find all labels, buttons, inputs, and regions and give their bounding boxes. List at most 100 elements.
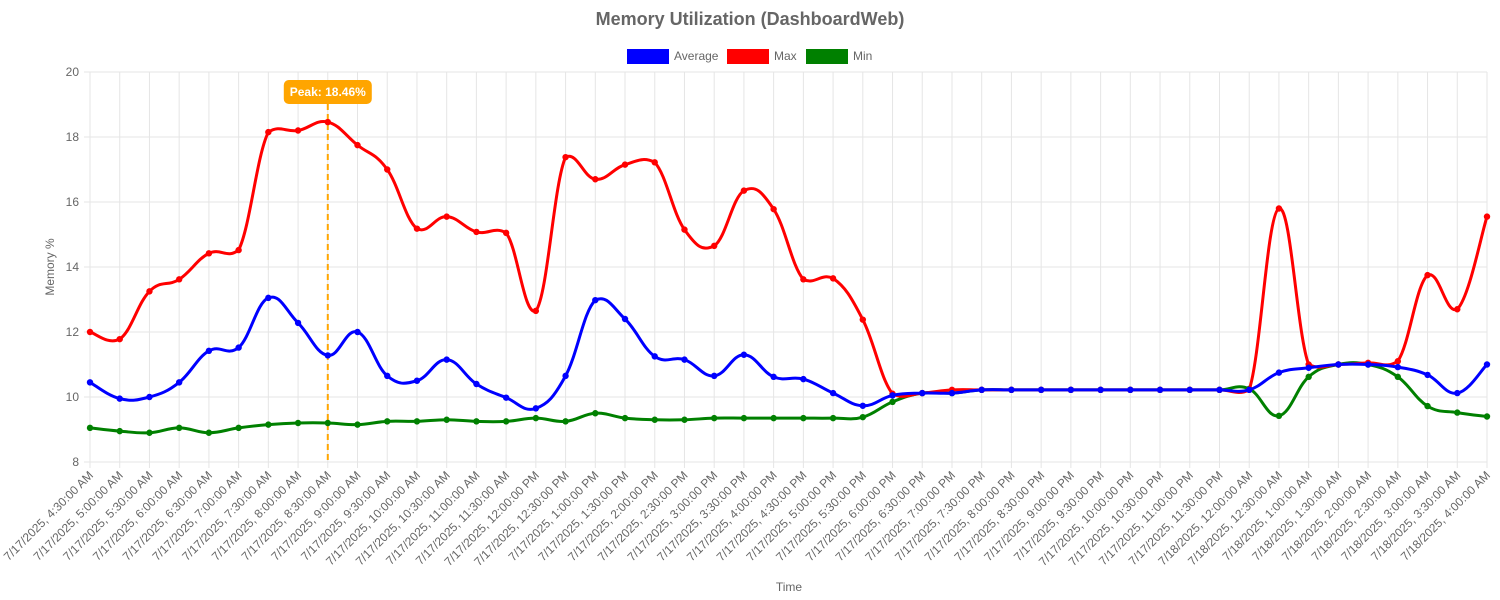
data-point-max[interactable] xyxy=(1394,358,1402,365)
data-point-min[interactable] xyxy=(294,419,302,427)
data-point-average[interactable] xyxy=(978,386,985,394)
data-point-average[interactable] xyxy=(710,372,718,380)
legend-item-average[interactable]: Average xyxy=(627,49,719,64)
data-point-max[interactable] xyxy=(740,187,748,194)
data-point-max[interactable] xyxy=(86,328,94,336)
data-point-min[interactable] xyxy=(502,418,510,425)
data-point-max[interactable] xyxy=(384,166,391,173)
data-point-max[interactable] xyxy=(146,288,153,295)
data-point-average[interactable] xyxy=(1275,369,1283,376)
legend[interactable]: Average Max Min xyxy=(627,49,872,64)
data-point-min[interactable] xyxy=(1424,402,1431,410)
data-point-average[interactable] xyxy=(235,344,242,351)
data-point-min[interactable] xyxy=(324,419,331,427)
data-point-average[interactable] xyxy=(354,328,361,336)
data-point-average[interactable] xyxy=(1483,361,1491,368)
data-point-average[interactable] xyxy=(1097,386,1104,394)
data-point-max[interactable] xyxy=(532,307,540,315)
data-point-max[interactable] xyxy=(621,161,629,168)
data-point-min[interactable] xyxy=(146,429,153,436)
data-point-min[interactable] xyxy=(770,414,777,422)
data-point-average[interactable] xyxy=(1394,363,1402,371)
data-point-max[interactable] xyxy=(710,242,718,250)
data-point-min[interactable] xyxy=(86,424,94,432)
data-point-max[interactable] xyxy=(1424,271,1431,279)
data-point-max[interactable] xyxy=(294,127,302,134)
data-point-max[interactable] xyxy=(324,118,331,126)
data-point-max[interactable] xyxy=(265,128,272,136)
data-point-average[interactable] xyxy=(592,296,599,304)
data-point-min[interactable] xyxy=(354,421,361,428)
data-point-max[interactable] xyxy=(443,213,450,220)
data-point-min[interactable] xyxy=(710,414,718,422)
data-point-min[interactable] xyxy=(651,416,658,423)
data-point-min[interactable] xyxy=(740,414,748,422)
data-point-max[interactable] xyxy=(651,159,658,166)
data-point-min[interactable] xyxy=(621,414,629,422)
data-point-average[interactable] xyxy=(384,372,391,380)
data-point-min[interactable] xyxy=(1483,413,1491,420)
data-point-max[interactable] xyxy=(681,226,688,233)
data-point-min[interactable] xyxy=(800,414,807,422)
data-point-min[interactable] xyxy=(592,410,599,417)
data-point-max[interactable] xyxy=(859,316,867,323)
data-point-average[interactable] xyxy=(324,352,331,359)
data-point-average[interactable] xyxy=(562,372,569,380)
legend-item-max[interactable]: Max xyxy=(727,49,797,64)
data-point-min[interactable] xyxy=(1305,373,1312,381)
data-point-average[interactable] xyxy=(681,356,688,363)
data-point-min[interactable] xyxy=(532,414,540,422)
data-point-average[interactable] xyxy=(621,315,629,323)
data-point-max[interactable] xyxy=(1454,306,1461,313)
data-point-max[interactable] xyxy=(354,141,361,149)
data-point-max[interactable] xyxy=(562,153,569,161)
data-point-max[interactable] xyxy=(800,276,807,283)
data-point-average[interactable] xyxy=(1037,386,1045,394)
data-point-max[interactable] xyxy=(175,276,183,283)
data-point-max[interactable] xyxy=(473,228,480,236)
data-point-max[interactable] xyxy=(116,335,123,343)
data-point-max[interactable] xyxy=(592,176,599,183)
data-point-average[interactable] xyxy=(948,389,956,397)
data-point-average[interactable] xyxy=(800,375,807,383)
data-point-average[interactable] xyxy=(1305,364,1312,371)
data-point-average[interactable] xyxy=(919,389,926,397)
data-point-max[interactable] xyxy=(205,250,213,257)
data-point-average[interactable] xyxy=(205,347,213,355)
data-point-average[interactable] xyxy=(770,373,777,381)
data-point-average[interactable] xyxy=(1127,386,1134,394)
data-point-min[interactable] xyxy=(443,416,450,423)
data-point-min[interactable] xyxy=(235,424,242,432)
data-point-average[interactable] xyxy=(294,319,302,327)
data-point-average[interactable] xyxy=(1156,386,1164,394)
data-point-min[interactable] xyxy=(205,429,213,436)
data-point-average[interactable] xyxy=(1186,386,1193,394)
data-point-average[interactable] xyxy=(859,402,867,409)
data-point-max[interactable] xyxy=(829,275,837,282)
data-point-average[interactable] xyxy=(86,379,94,386)
data-point-min[interactable] xyxy=(681,416,688,423)
legend-item-min[interactable]: Min xyxy=(806,49,872,64)
data-point-average[interactable] xyxy=(413,377,421,384)
data-point-min[interactable] xyxy=(1275,412,1283,420)
data-point-min[interactable] xyxy=(384,418,391,425)
data-point-min[interactable] xyxy=(175,424,183,432)
data-point-min[interactable] xyxy=(1394,373,1402,381)
data-point-average[interactable] xyxy=(175,379,183,386)
data-point-average[interactable] xyxy=(651,353,658,360)
data-point-average[interactable] xyxy=(829,389,837,397)
data-point-min[interactable] xyxy=(562,418,569,425)
data-point-average[interactable] xyxy=(146,393,153,401)
data-point-max[interactable] xyxy=(1275,205,1283,212)
data-point-min[interactable] xyxy=(265,421,272,428)
data-point-min[interactable] xyxy=(829,414,837,422)
data-point-min[interactable] xyxy=(413,418,421,425)
data-point-average[interactable] xyxy=(265,294,272,302)
data-point-average[interactable] xyxy=(1454,389,1461,397)
data-point-max[interactable] xyxy=(502,229,510,237)
data-point-min[interactable] xyxy=(889,398,896,406)
data-point-average[interactable] xyxy=(473,380,480,388)
data-point-max[interactable] xyxy=(235,246,242,254)
data-point-min[interactable] xyxy=(116,427,123,435)
data-point-min[interactable] xyxy=(473,418,480,425)
